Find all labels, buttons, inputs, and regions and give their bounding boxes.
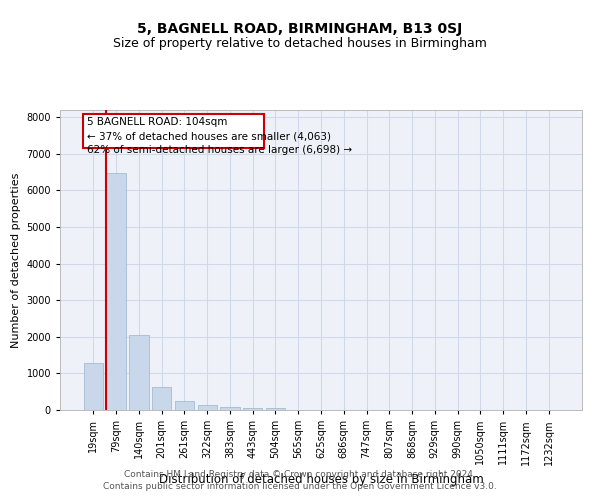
Text: Contains public sector information licensed under the Open Government Licence v3: Contains public sector information licen… bbox=[103, 482, 497, 491]
Text: 5 BAGNELL ROAD: 104sqm
← 37% of detached houses are smaller (4,063)
62% of semi-: 5 BAGNELL ROAD: 104sqm ← 37% of detached… bbox=[86, 118, 352, 156]
Bar bbox=[243, 408, 262, 410]
X-axis label: Distribution of detached houses by size in Birmingham: Distribution of detached houses by size … bbox=[158, 473, 484, 486]
Y-axis label: Number of detached properties: Number of detached properties bbox=[11, 172, 21, 348]
Text: Size of property relative to detached houses in Birmingham: Size of property relative to detached ho… bbox=[113, 38, 487, 51]
Bar bbox=[197, 405, 217, 410]
Bar bbox=[175, 401, 194, 410]
Bar bbox=[152, 388, 172, 410]
Bar bbox=[106, 172, 126, 410]
Text: Contains HM Land Registry data © Crown copyright and database right 2024.: Contains HM Land Registry data © Crown c… bbox=[124, 470, 476, 479]
Text: 5, BAGNELL ROAD, BIRMINGHAM, B13 0SJ: 5, BAGNELL ROAD, BIRMINGHAM, B13 0SJ bbox=[137, 22, 463, 36]
FancyBboxPatch shape bbox=[83, 114, 264, 148]
Bar bbox=[84, 363, 103, 410]
Bar bbox=[129, 334, 149, 410]
Bar bbox=[266, 408, 285, 410]
Bar bbox=[220, 406, 239, 410]
